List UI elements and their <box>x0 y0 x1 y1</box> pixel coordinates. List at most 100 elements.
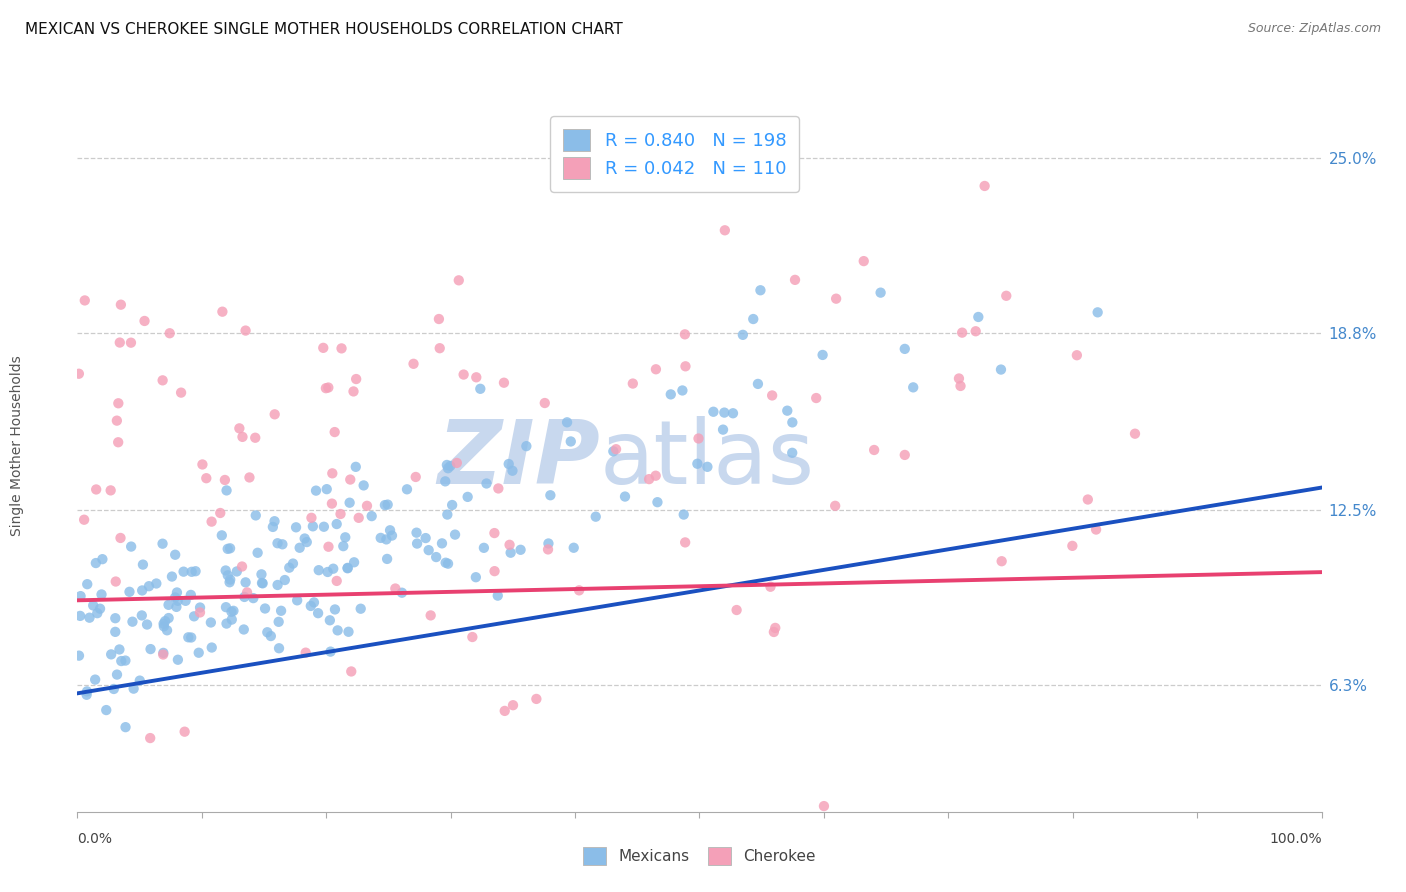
Mexicans <box>335 530 357 544</box>
Mexicans <box>776 403 799 417</box>
Mexicans <box>672 508 695 522</box>
Mexicans <box>76 688 98 702</box>
Cherokee <box>465 370 488 384</box>
Cherokee <box>806 391 828 405</box>
Cherokee <box>321 467 343 481</box>
Mexicans <box>439 458 461 473</box>
Mexicans <box>405 525 427 540</box>
Cherokee <box>107 396 129 410</box>
Mexicans <box>869 285 891 300</box>
Mexicans <box>173 565 195 579</box>
Cherokee <box>714 223 737 237</box>
Cherokee <box>995 289 1018 303</box>
Cherokee <box>344 372 367 386</box>
Mexicans <box>219 573 242 587</box>
Mexicans <box>157 598 180 612</box>
Cherokee <box>673 327 696 342</box>
Mexicans <box>157 611 180 625</box>
Cherokee <box>325 574 347 588</box>
Mexicans <box>165 591 187 605</box>
Mexicans <box>336 561 359 575</box>
Mexicans <box>967 310 990 324</box>
Cherokee <box>231 559 253 574</box>
Cherokee <box>461 630 484 644</box>
Mexicans <box>721 406 744 420</box>
Mexicans <box>308 563 330 577</box>
Cherokee <box>762 624 785 639</box>
Cherokee <box>759 580 782 594</box>
Text: 100.0%: 100.0% <box>1270 832 1322 846</box>
Mexicans <box>221 613 243 627</box>
Mexicans <box>285 593 308 607</box>
Cherokee <box>1123 426 1146 441</box>
Mexicans <box>235 575 257 590</box>
Mexicans <box>499 546 522 560</box>
Cherokee <box>347 511 370 525</box>
Mexicans <box>336 561 359 575</box>
Mexicans <box>69 608 91 623</box>
Mexicans <box>233 590 256 604</box>
Mexicans <box>200 615 222 630</box>
Mexicans <box>319 645 342 659</box>
Text: Source: ZipAtlas.com: Source: ZipAtlas.com <box>1247 22 1381 36</box>
Mexicans <box>104 611 127 625</box>
Mexicans <box>215 483 238 498</box>
Mexicans <box>381 528 404 542</box>
Mexicans <box>731 327 754 342</box>
Cherokee <box>1085 523 1108 537</box>
Cherokee <box>321 497 343 511</box>
Cherokee <box>231 430 253 444</box>
Cherokee <box>644 468 666 483</box>
Mexicans <box>128 673 150 688</box>
Mexicans <box>180 565 202 579</box>
Mexicans <box>222 604 245 618</box>
Mexicans <box>89 601 111 615</box>
Cherokee <box>863 442 886 457</box>
Mexicans <box>555 415 578 429</box>
Cherokee <box>965 324 987 338</box>
Mexicans <box>174 594 197 608</box>
Mexicans <box>165 599 187 614</box>
Cherokee <box>173 724 195 739</box>
Mexicans <box>245 508 267 523</box>
Cherokee <box>824 499 846 513</box>
Mexicans <box>267 641 290 656</box>
Mexicans <box>131 608 153 623</box>
Mexicans <box>316 565 339 579</box>
Mexicans <box>105 667 128 681</box>
Mexicans <box>266 536 288 550</box>
Mexicans <box>177 630 200 644</box>
Cherokee <box>312 341 335 355</box>
Cherokee <box>402 357 425 371</box>
Cherokee <box>315 381 337 395</box>
Mexicans <box>339 496 361 510</box>
Mexicans <box>464 570 486 584</box>
Mexicans <box>166 594 188 608</box>
Cherokee <box>84 483 107 497</box>
Mexicans <box>498 457 520 471</box>
Cherokee <box>725 603 748 617</box>
Mexicans <box>218 575 240 590</box>
Mexicans <box>217 541 239 556</box>
Cherokee <box>419 608 441 623</box>
Mexicans <box>322 562 344 576</box>
Cherokee <box>356 499 378 513</box>
Mexicans <box>323 602 346 616</box>
Cherokee <box>73 513 96 527</box>
Mexicans <box>686 457 709 471</box>
Mexicans <box>711 423 734 437</box>
Mexicans <box>145 576 167 591</box>
Mexicans <box>560 434 582 449</box>
Mexicans <box>165 548 187 562</box>
Mexicans <box>444 527 467 541</box>
Mexicans <box>271 537 294 551</box>
Cherokee <box>159 326 181 341</box>
Cherokee <box>621 376 644 391</box>
Mexicans <box>537 536 560 550</box>
Cherokee <box>318 380 340 394</box>
Mexicans <box>160 569 183 583</box>
Mexicans <box>254 601 277 615</box>
Cherokee <box>524 692 547 706</box>
Cherokee <box>120 335 142 350</box>
Mexicans <box>183 609 205 624</box>
